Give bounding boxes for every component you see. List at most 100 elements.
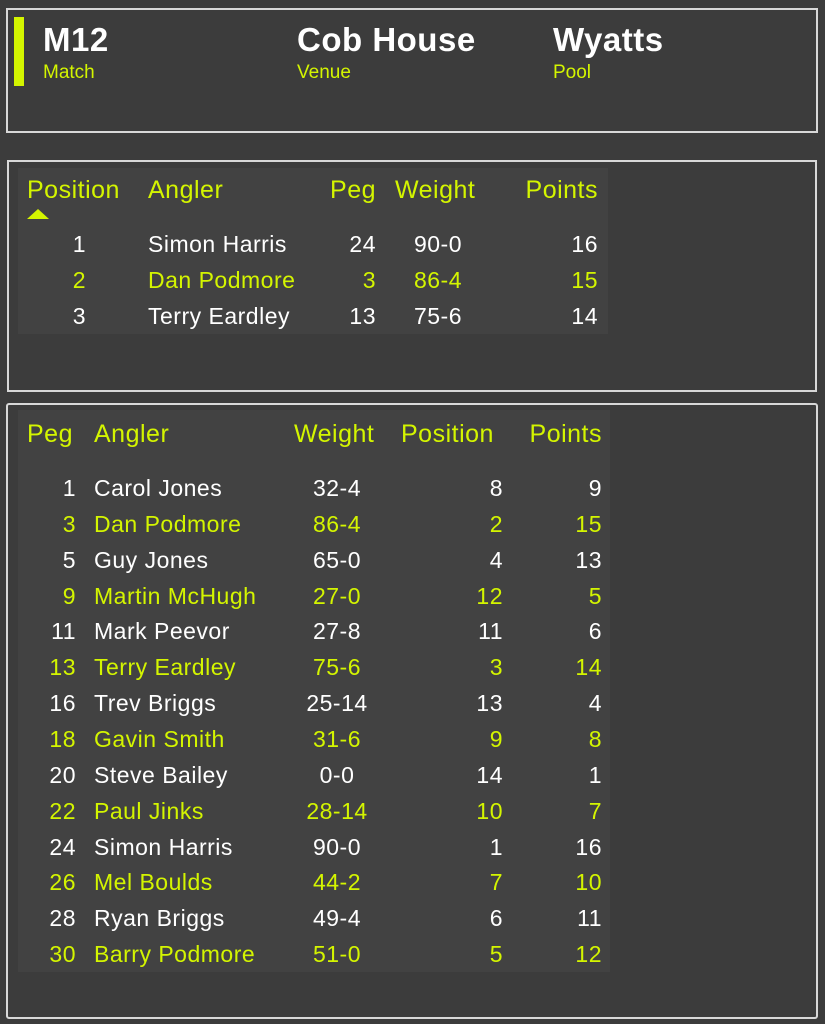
peg-cell: 13 [49,654,76,681]
column-header-peg[interactable]: Peg [330,176,376,204]
column-header-angler[interactable]: Angler [148,176,224,204]
weight-cell: 28-14 [306,797,368,824]
points-cell: 16 [571,231,598,257]
angler-cell: Martin McHugh [94,582,257,609]
position-cell: 11 [478,618,503,645]
table-row[interactable]: 13 Terry Eardley 75-6 3 14 [18,652,610,682]
peg-cell: 30 [49,941,76,968]
match-label: Match [43,62,95,83]
position-cell: 4 [489,546,503,573]
venue-value: Cob House [297,21,476,58]
points-cell: 15 [571,267,598,293]
table-row[interactable]: 5 Guy Jones 65-0 4 13 [18,545,610,575]
position-cell: 1 [72,231,86,257]
peg-cell: 16 [49,690,76,717]
angler-cell: Terry Eardley [94,654,236,681]
column-header-peg[interactable]: Peg [27,420,73,448]
peg-cell: 3 [62,510,76,537]
triangle-up-icon[interactable] [27,209,49,219]
column-header-points[interactable]: Points [525,176,598,204]
peg-cell: 26 [49,869,76,896]
angler-cell: Carol Jones [94,475,223,501]
table-row[interactable]: 2 Dan Podmore 3 86-4 15 [18,265,608,295]
position-cell: 13 [476,690,503,717]
position-cell: 2 [489,510,503,537]
weight-cell: 32-4 [312,475,362,501]
weight-cell: 75-6 [413,303,463,329]
weight-cell: 31-6 [312,725,362,752]
column-header-position[interactable]: Position [27,176,120,204]
table-row[interactable]: 3 Dan Podmore 86-4 2 15 [18,509,610,539]
table-row[interactable]: 26 Mel Boulds 44-2 7 10 [18,867,610,897]
table-row[interactable]: 24 Simon Harris 90-0 1 16 [18,832,610,862]
angler-cell: Terry Eardley [148,303,290,329]
column-header-angler[interactable]: Angler [94,420,170,448]
points-cell: 11 [577,905,602,932]
weight-cell: 27-8 [312,618,362,645]
position-cell: 2 [72,267,86,293]
points-cell: 6 [588,618,602,645]
points-cell: 7 [588,797,602,824]
weight-cell: 25-14 [306,690,368,717]
angler-cell: Guy Jones [94,546,209,573]
weight-cell: 27-0 [312,582,362,609]
position-cell: 7 [489,869,503,896]
position-cell: 5 [489,941,503,968]
position-cell: 6 [489,905,503,932]
peg-cell: 24 [349,231,376,257]
weight-cell: 86-4 [312,510,362,537]
table-row[interactable]: 22 Paul Jinks 28-14 10 7 [18,796,610,826]
peg-cell: 11 [51,618,76,645]
weight-cell: 86-4 [413,267,463,293]
peg-cell: 1 [62,475,76,501]
weight-cell: 90-0 [312,833,362,860]
points-cell: 12 [575,941,602,968]
peg-cell: 24 [49,833,76,860]
table-row[interactable]: 3 Terry Eardley 13 75-6 14 [18,301,608,331]
angler-cell: Simon Harris [148,231,287,257]
points-cell: 14 [571,303,598,329]
results-panel [7,160,817,392]
table-row[interactable]: 16 Trev Briggs 25-14 13 4 [18,688,610,718]
position-cell: 3 [489,654,503,681]
position-cell: 3 [72,303,86,329]
table-row[interactable]: 30 Barry Podmore 51-0 5 12 [18,939,610,969]
column-header-weight[interactable]: Weight [294,420,375,448]
weight-cell: 49-4 [312,905,362,932]
results-table: Position Angler Peg Weight Points 1 Simon… [18,168,608,334]
table-row[interactable]: 9 Martin McHugh 27-0 12 5 [18,581,610,611]
position-cell: 9 [489,725,503,752]
weight-cell: 51-0 [312,941,362,968]
table-row[interactable]: 18 Gavin Smith 31-6 9 8 [18,724,610,754]
peg-cell: 20 [49,761,76,788]
angler-cell: Mark Peevor [94,618,230,645]
venue-info: Cob House Venue [297,20,476,86]
points-cell: 4 [588,690,602,717]
table-row[interactable]: 28 Ryan Briggs 49-4 6 11 [18,903,610,933]
table-row[interactable]: 1 Carol Jones 32-4 8 9 [18,473,610,503]
points-cell: 15 [575,510,602,537]
position-cell: 12 [476,582,503,609]
angler-cell: Barry Podmore [94,941,256,968]
peg-cell: 18 [49,725,76,752]
column-header-points[interactable]: Points [529,420,602,448]
angler-cell: Dan Podmore [94,510,242,537]
angler-cell: Dan Podmore [148,267,296,293]
table-row[interactable]: 1 Simon Harris 24 90-0 16 [18,229,608,259]
position-cell: 1 [489,833,503,860]
angler-cell: Gavin Smith [94,725,225,752]
points-cell: 5 [588,582,602,609]
pool-value: Wyatts [553,21,664,58]
weight-cell: 90-0 [413,231,463,257]
pegs-panel [6,403,818,1019]
column-header-position[interactable]: Position [401,420,494,448]
table-row[interactable]: 20 Steve Bailey 0-0 14 1 [18,760,610,790]
points-cell: 16 [575,833,602,860]
pegs-table: Peg Angler Weight Position Points 1 Carol… [18,410,610,972]
table-row[interactable]: 11 Mark Peevor 27-8 11 6 [18,616,610,646]
peg-cell: 22 [49,797,76,824]
angler-cell: Mel Boulds [94,869,213,896]
column-header-weight[interactable]: Weight [395,176,476,204]
match-info: M12 Match [43,20,109,86]
points-cell: 8 [588,725,602,752]
